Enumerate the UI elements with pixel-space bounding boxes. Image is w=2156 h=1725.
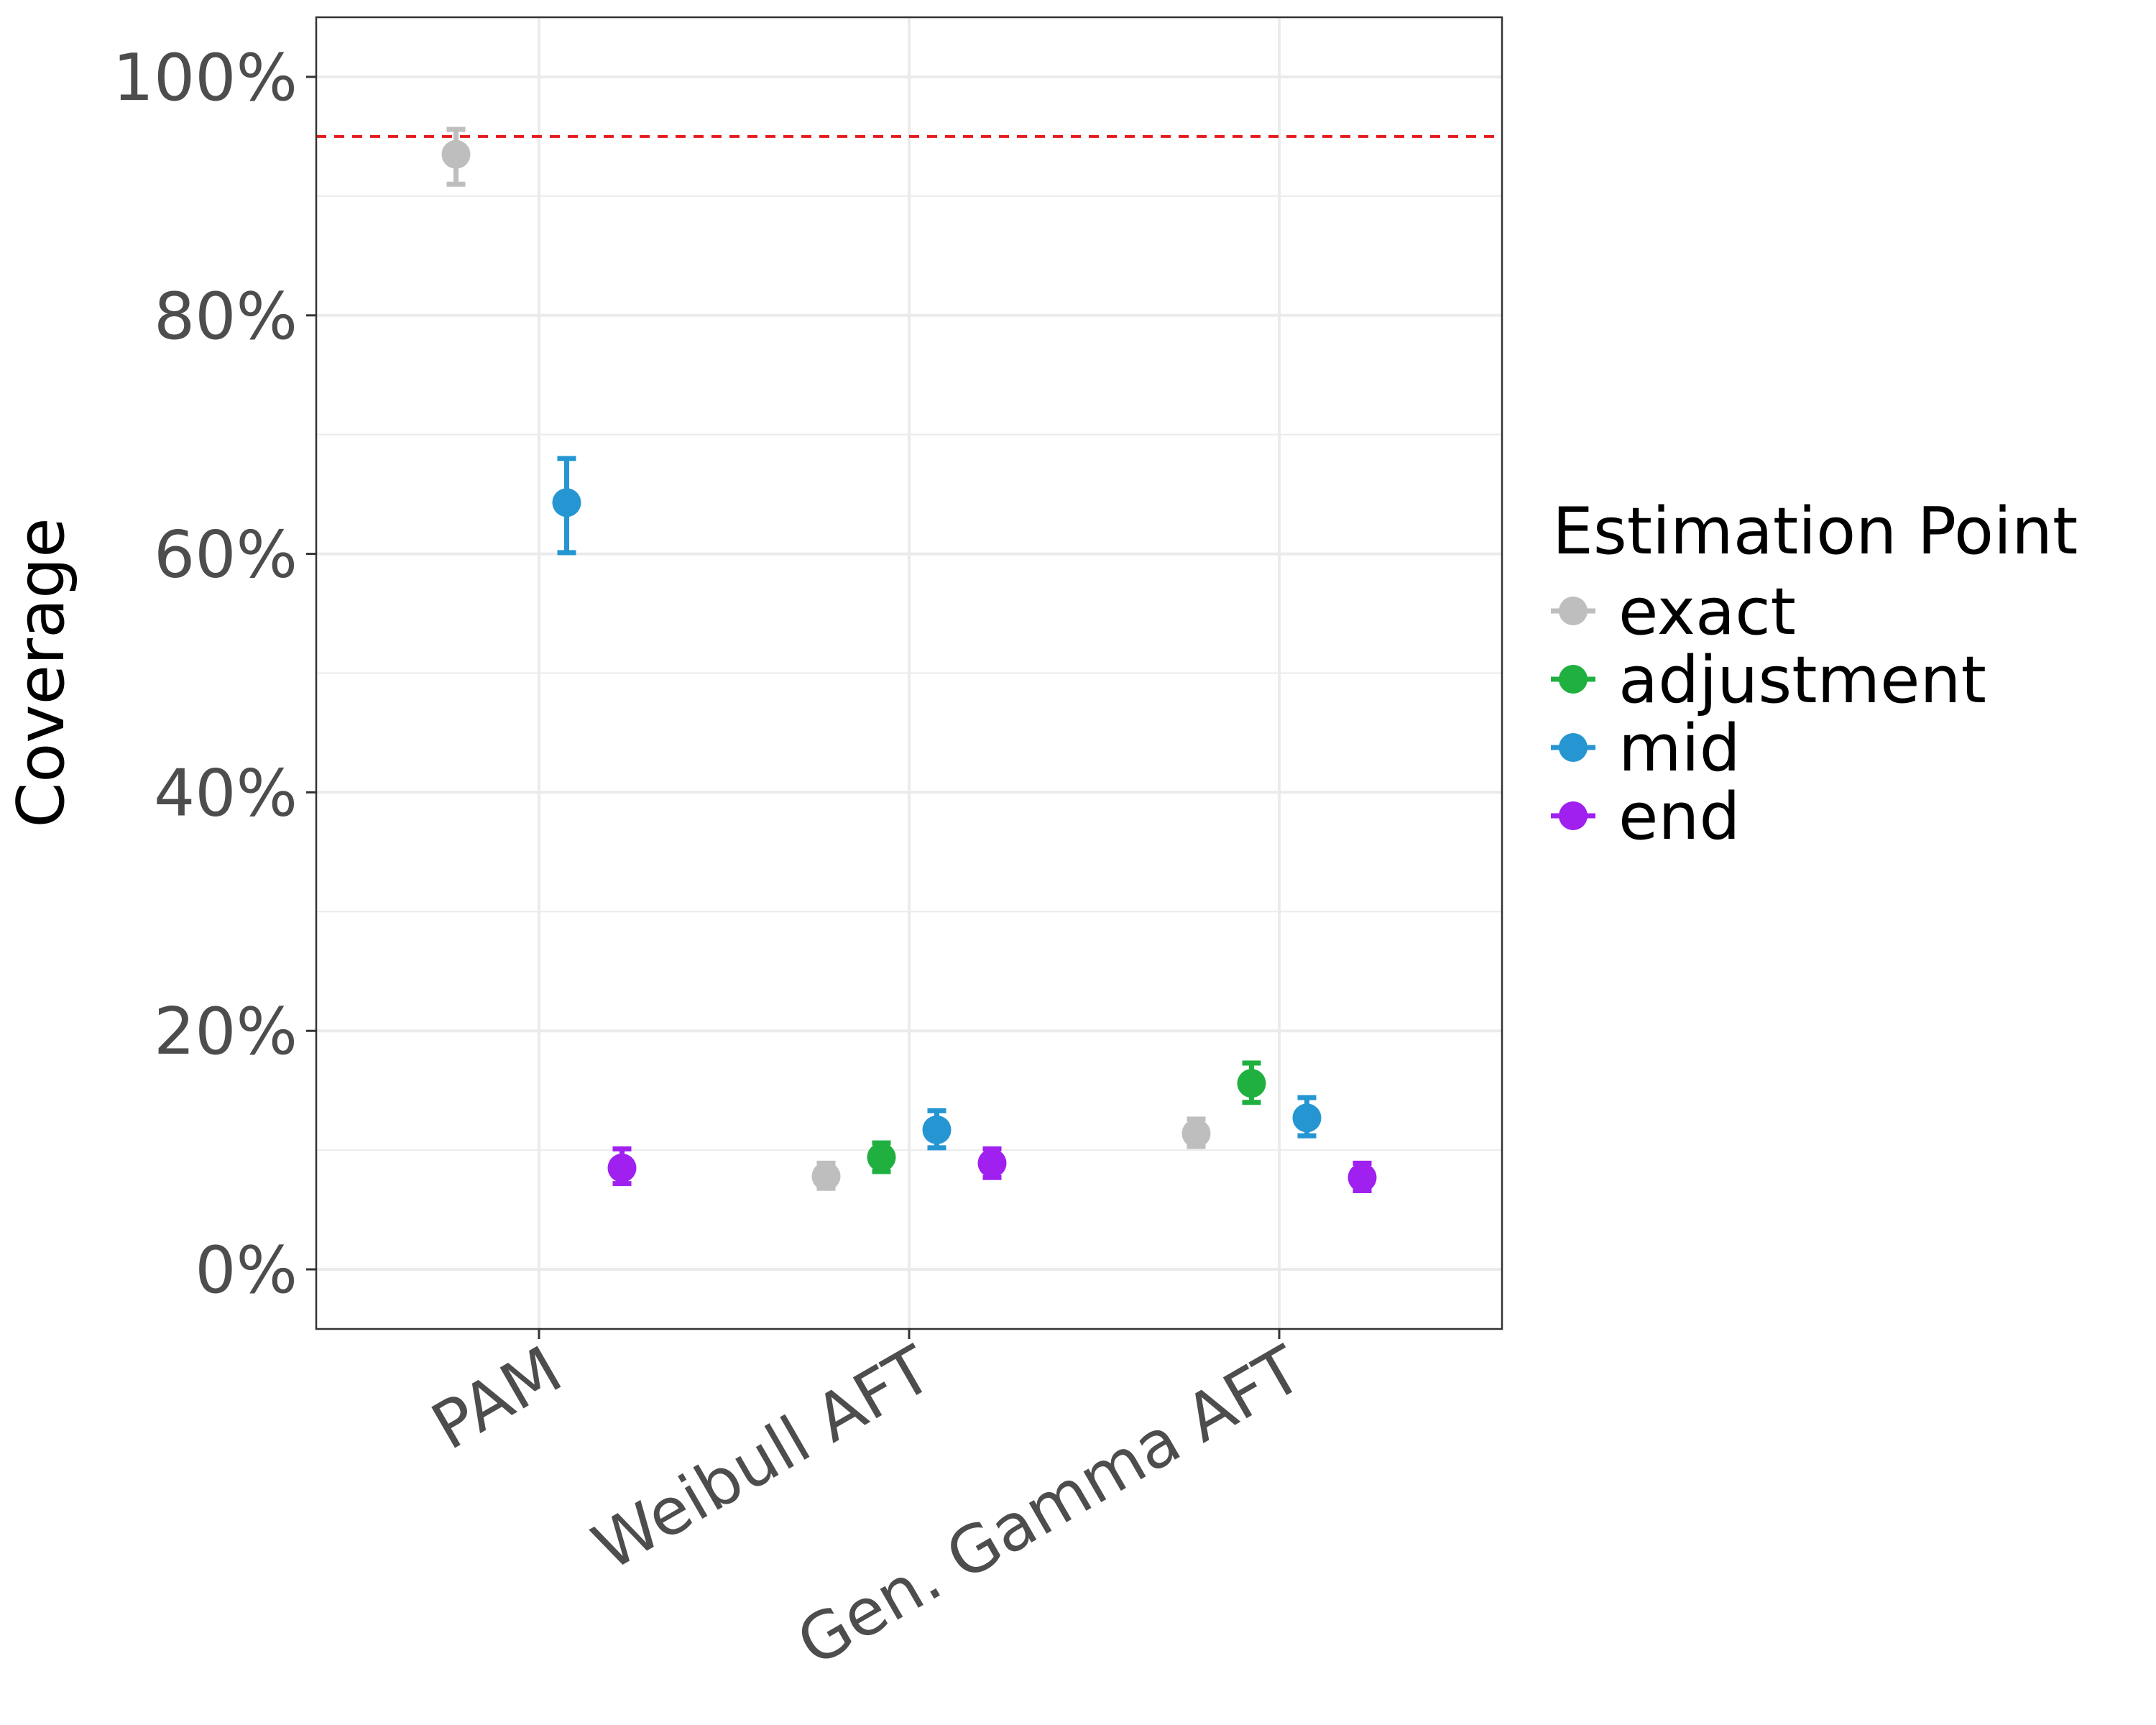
point-marker: [1292, 1103, 1322, 1133]
legend-item-exact: exact: [1551, 574, 1796, 650]
point-marker: [922, 1115, 952, 1144]
legend-label: adjustment: [1618, 643, 1986, 718]
point-mid: [1292, 1095, 1322, 1138]
point-marker: [1348, 1163, 1377, 1192]
point-marker: [1237, 1069, 1266, 1098]
point-end: [977, 1146, 1007, 1180]
point-exact: [811, 1160, 841, 1191]
point-marker: [1181, 1118, 1211, 1148]
grid-lines: [316, 17, 1502, 1329]
legend-item-mid: mid: [1551, 711, 1741, 786]
legend-key-marker: [1559, 597, 1588, 625]
x-tick-label: Weibull AFT: [581, 1332, 945, 1586]
point-adjustment: [867, 1140, 896, 1174]
legend-label: mid: [1618, 711, 1741, 786]
legend-item-adjustment: adjustment: [1551, 643, 1986, 718]
legend-title: Estimation Point: [1552, 494, 2078, 569]
y-tick-label: 20%: [154, 994, 298, 1070]
y-tick-label: 60%: [154, 518, 298, 593]
point-mid: [922, 1108, 952, 1151]
y-tick-label: 40%: [154, 755, 298, 831]
legend-item-end: end: [1551, 779, 1741, 855]
point-marker: [811, 1162, 841, 1191]
point-marker: [552, 488, 581, 518]
y-tick-label: 80%: [154, 279, 298, 354]
point-marker: [607, 1154, 637, 1183]
point-end: [607, 1146, 637, 1187]
point-marker: [977, 1149, 1007, 1178]
legend-label: exact: [1618, 574, 1796, 650]
legend-key-marker: [1559, 733, 1588, 762]
point-mid: [552, 456, 581, 556]
y-tick-label: 100%: [113, 40, 298, 116]
legend-key-marker: [1559, 801, 1588, 830]
y-tick-label: 0%: [195, 1233, 298, 1308]
point-marker: [441, 139, 471, 169]
legend-label: end: [1618, 779, 1741, 855]
point-exact: [441, 126, 471, 187]
y-axis-title: Coverage: [4, 518, 79, 827]
point-adjustment: [1237, 1060, 1266, 1105]
point-end: [1348, 1160, 1377, 1194]
point-marker: [867, 1143, 896, 1172]
x-tick-label: PAM: [420, 1332, 574, 1465]
data-points: [441, 126, 1377, 1194]
legend-key-marker: [1559, 665, 1588, 694]
point-exact: [1181, 1116, 1211, 1149]
y-axis: 0% 20% 40% 60% 80% 100%: [113, 40, 316, 1308]
